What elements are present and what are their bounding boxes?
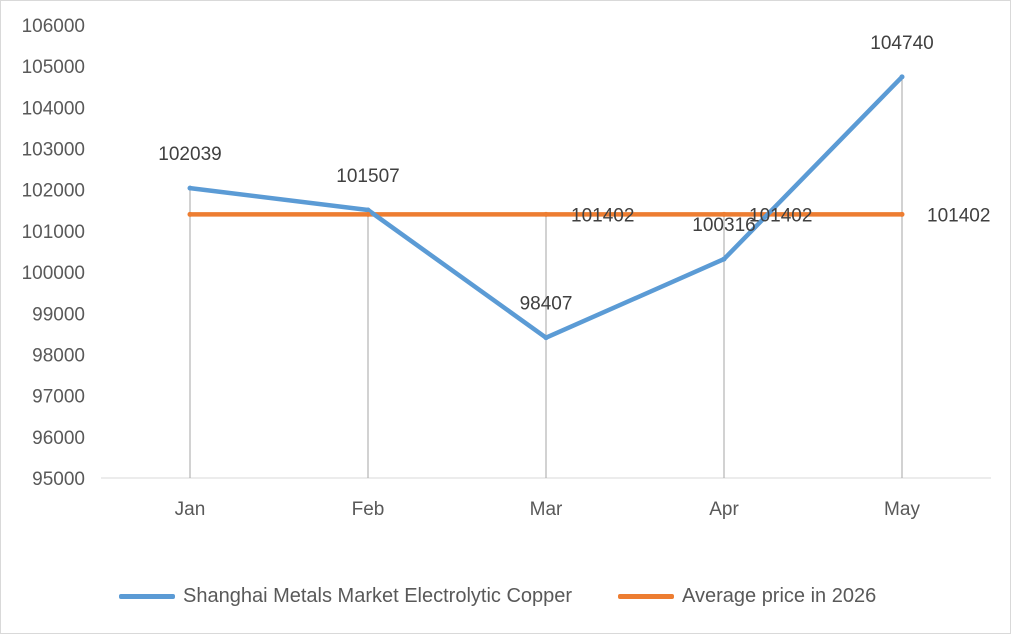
- data-point-copper: [187, 185, 193, 191]
- x-tick-label: Mar: [530, 499, 563, 520]
- data-label-average: 101402: [749, 205, 812, 226]
- y-tick-label: 100000: [22, 263, 85, 284]
- y-tick-label: 97000: [32, 387, 85, 408]
- data-label-average: 101402: [571, 205, 634, 226]
- y-tick-label: 103000: [22, 140, 85, 161]
- data-point-average: [187, 211, 193, 217]
- x-tick-label: Feb: [352, 499, 385, 520]
- y-tick-label: 96000: [32, 428, 85, 449]
- x-tick-label: Jan: [175, 499, 206, 520]
- data-point-average: [721, 211, 727, 217]
- data-point-average: [899, 211, 905, 217]
- legend-swatch-copper: [119, 593, 175, 599]
- line-chart: 95000 96000 97000 98000 99000 100000 101000 102…: [22, 16, 991, 520]
- legend-label-average: Average price in 2026: [682, 584, 877, 607]
- legend-label-copper: Shanghai Metals Market Electrolytic Copp…: [183, 584, 573, 607]
- data-point-average: [365, 211, 371, 217]
- legend-item-copper: Shanghai Metals Market Electrolytic Copp…: [119, 579, 572, 613]
- data-point-copper: [543, 335, 549, 341]
- legend-item-average: Average price in 2026: [618, 579, 876, 613]
- legend-swatch-average: [618, 593, 674, 599]
- y-tick-label: 95000: [32, 469, 85, 490]
- y-tick-label: 106000: [22, 16, 85, 37]
- data-label-copper: 101507: [336, 166, 399, 187]
- data-label-average: 101402: [927, 205, 990, 226]
- y-tick-label: 102000: [22, 181, 85, 202]
- data-label-copper: 102039: [158, 144, 221, 165]
- y-tick-label: 101000: [22, 222, 85, 243]
- x-tick-label: Apr: [709, 499, 739, 520]
- data-point-copper: [365, 207, 371, 213]
- data-point-average: [543, 211, 549, 217]
- data-point-copper: [721, 256, 727, 262]
- y-tick-label: 99000: [32, 304, 85, 325]
- data-label-copper: 98407: [520, 294, 573, 315]
- data-point-copper: [899, 74, 905, 80]
- data-label-copper: 100316: [692, 215, 755, 236]
- data-label-copper: 104740: [870, 33, 933, 54]
- y-tick-label: 98000: [32, 345, 85, 366]
- y-tick-label: 105000: [22, 57, 85, 78]
- x-tick-label: May: [884, 499, 920, 520]
- y-tick-label: 104000: [22, 98, 85, 119]
- legend: Shanghai Metals Market Electrolytic Copp…: [1, 579, 1010, 613]
